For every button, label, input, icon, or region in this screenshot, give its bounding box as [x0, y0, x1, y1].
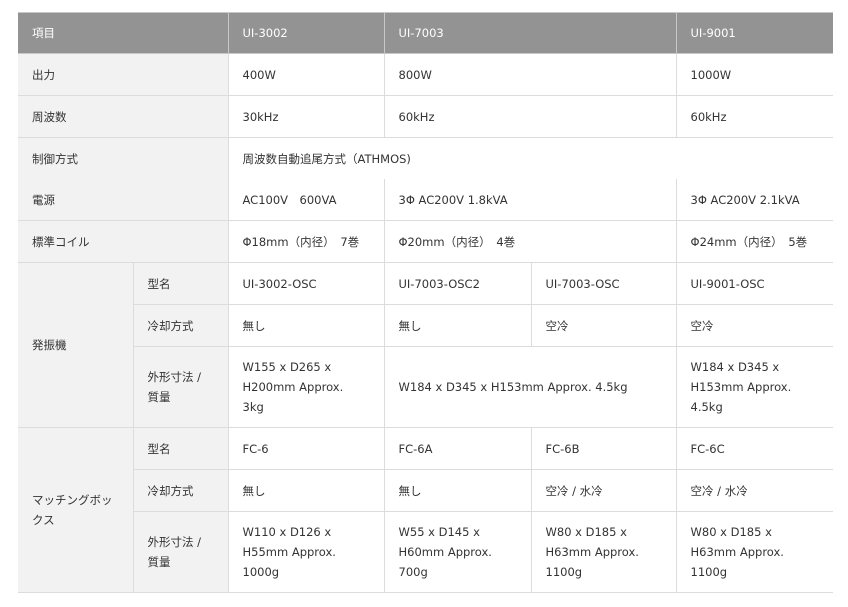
cell: 1000W	[675, 53, 833, 96]
cell: W155 x D265 x H200mm Approx. 3kg	[227, 346, 385, 428]
row-label: 標準コイル	[18, 220, 229, 263]
table-row: 出力 400W 800W 1000W	[18, 53, 833, 96]
header-model: UI-3002	[227, 12, 385, 54]
table-row: 冷却方式 無し 無し 空冷 空冷	[18, 304, 833, 347]
cell: UI-7003-OSC2	[383, 262, 532, 305]
cell: AC100V 600VA	[227, 179, 385, 221]
cell: 60kHz	[675, 95, 833, 138]
cell: 周波数自動追尾方式（ATHMOS)	[227, 137, 833, 179]
row-label: 型名	[132, 427, 229, 470]
header-item: 項目	[18, 12, 229, 54]
table-row: 標準コイル Φ18mm（内径） 7巻 Φ20mm（内径） 4巻 Φ24mm（内径…	[18, 220, 833, 263]
cell: W80 x D185 x H63mm Approx. 1100g	[675, 511, 833, 593]
cell: 空冷 / 水冷	[675, 469, 833, 512]
cell: 30kHz	[227, 95, 385, 138]
cell: W184 x D345 x H153mm Approx. 4.5kg	[383, 346, 677, 428]
cell: UI-3002-OSC	[227, 262, 385, 305]
row-label: 外形寸法 / 質量	[133, 346, 229, 428]
row-label: 周波数	[18, 95, 229, 138]
group-label: 発振機	[18, 262, 134, 428]
header-model: UI-7003	[383, 12, 677, 54]
row-label: 冷却方式	[133, 469, 229, 512]
row-label: 制御方式	[18, 137, 229, 179]
cell: W80 x D185 x H63mm Approx. 1100g	[530, 511, 677, 593]
cell: W184 x D345 x H153mm Approx. 4.5kg	[675, 346, 833, 428]
cell: FC-6C	[675, 427, 833, 470]
cell: UI-9001-OSC	[675, 262, 833, 305]
cell: 無し	[383, 469, 532, 512]
row-label: 電源	[18, 179, 229, 221]
cell: 空冷 / 水冷	[530, 469, 677, 512]
cell: Φ20mm（内径） 4巻	[383, 220, 677, 263]
table-row: 外形寸法 / 質量 W155 x D265 x H200mm Approx. 3…	[18, 346, 833, 428]
spec-table: 項目 UI-3002 UI-7003 UI-9001 出力 400W 800W …	[18, 12, 833, 593]
cell: 空冷	[675, 304, 833, 347]
cell: 無し	[227, 304, 385, 347]
table-row: マッチングボックス 型名 FC-6 FC-6A FC-6B FC-6C	[18, 427, 833, 593]
cell: 400W	[227, 53, 385, 96]
cell: UI-7003-OSC	[530, 262, 677, 305]
spec-table-container: 項目 UI-3002 UI-7003 UI-9001 出力 400W 800W …	[18, 12, 833, 593]
cell: FC-6A	[383, 427, 532, 470]
row-label: 冷却方式	[133, 304, 229, 347]
cell: 無し	[383, 304, 532, 347]
row-label: 出力	[18, 53, 229, 96]
cell: 無し	[227, 469, 385, 512]
cell: W110 x D126 x H55mm Approx. 1000g	[227, 511, 385, 593]
cell: W55 x D145 x H60mm Approx. 700g	[383, 511, 532, 593]
cell: 800W	[383, 53, 677, 96]
header-model: UI-9001	[675, 12, 833, 54]
table-row: 発振機 型名 UI-3002-OSC UI-7003-OSC2 UI-7003-…	[18, 262, 833, 428]
row-label: 型名	[132, 262, 229, 305]
table-row: 制御方式 周波数自動追尾方式（ATHMOS)	[18, 137, 833, 179]
cell: 3Φ AC200V 2.1kVA	[675, 179, 833, 221]
cell: FC-6B	[530, 427, 677, 470]
cell: 空冷	[530, 304, 677, 347]
table-row: 周波数 30kHz 60kHz 60kHz	[18, 95, 833, 138]
cell: Φ24mm（内径） 5巻	[675, 220, 833, 263]
table-row: 外形寸法 / 質量 W110 x D126 x H55mm Approx. 10…	[18, 511, 833, 593]
cell: 3Φ AC200V 1.8kVA	[383, 179, 677, 221]
cell: Φ18mm（内径） 7巻	[227, 220, 385, 263]
cell: FC-6	[227, 427, 385, 470]
cell: 60kHz	[383, 95, 677, 138]
group-label: マッチングボックス	[18, 427, 134, 593]
row-label: 外形寸法 / 質量	[133, 511, 229, 593]
table-row: 電源 AC100V 600VA 3Φ AC200V 1.8kVA 3Φ AC20…	[18, 179, 833, 221]
table-row: 冷却方式 無し 無し 空冷 / 水冷 空冷 / 水冷	[18, 469, 833, 512]
header-row: 項目 UI-3002 UI-7003 UI-9001	[18, 12, 833, 54]
